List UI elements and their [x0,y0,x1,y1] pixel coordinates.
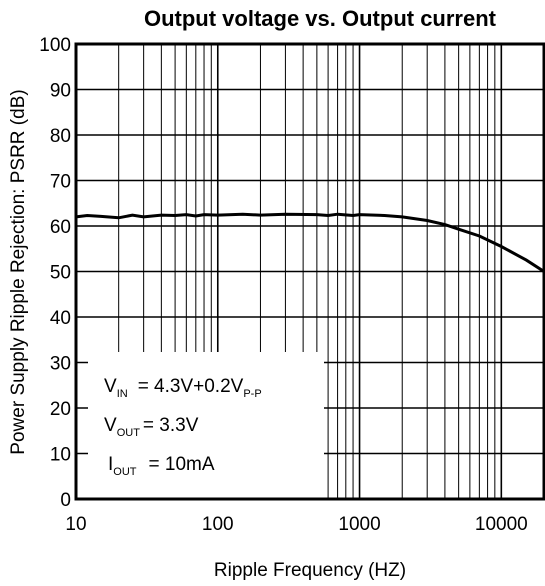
annotation-iout-sub: OUT [113,466,137,478]
grid-lines [76,44,544,499]
chart-title: Output voltage vs. Output current [144,6,497,31]
y-tick-label: 20 [50,399,71,420]
legend-box [88,352,324,499]
x-tick-label: 10000 [475,514,528,535]
annotation-iout: IOUT = 10mA [108,454,215,478]
y-tick-label: 90 [50,81,71,102]
y-tick-label: 80 [50,126,71,147]
annotation-iout-main: I [108,454,113,475]
y-axis-label: Power Supply Ripple Rejection: PSRR (dB) [8,89,29,454]
annotation-vout-sub: OUT [117,427,141,439]
x-tick-label: 1000 [338,514,380,535]
x-tick-label: 100 [202,514,234,535]
annotation-vout: VOUT = 3.3V [104,415,199,439]
series-line-psrr [75,212,545,273]
annotation-vin: VIN = 4.3V+0.2VP-P [104,376,262,400]
annotation-vout-main: V [104,415,117,436]
annotation-vin-main: V [104,376,117,397]
annotation-vin-value-sub: P-P [243,388,261,400]
x-tick-label: 10 [65,514,86,535]
y-tick-label: 50 [50,263,71,284]
y-tick-label: 40 [50,308,71,329]
y-tick-label: 100 [39,35,71,56]
plot-frame [74,42,545,501]
annotation-iout-value: = 10mA [149,454,215,475]
y-tick-label: 0 [60,490,71,511]
annotation-vin-value: = 4.3V+0.2V [138,376,244,397]
tick-labels: 0 10 20 30 40 50 60 70 80 90 100 10 100 1000 10000 [39,35,527,535]
annotation-vout-value: = 3.3V [143,415,199,436]
y-tick-label: 70 [50,172,71,193]
annotation-vin-sub: IN [117,388,128,400]
y-tick-label: 10 [50,445,71,466]
y-tick-label: 30 [50,354,71,375]
x-axis-label: Ripple Frequency (HZ) [214,560,406,581]
y-tick-label: 60 [50,217,71,238]
